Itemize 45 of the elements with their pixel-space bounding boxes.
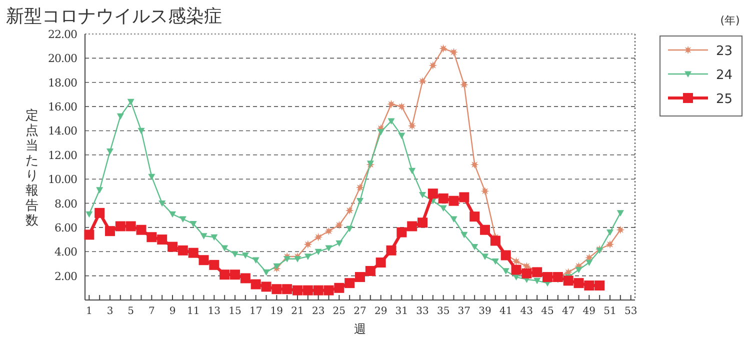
legend-label: 23	[716, 44, 733, 59]
x-tick-label: 49	[582, 306, 596, 317]
x-tick-label: 11	[186, 306, 200, 317]
legend-label: 24	[716, 68, 733, 83]
x-tick-label: 41	[499, 306, 512, 317]
x-tick-label: 43	[520, 306, 534, 317]
x-tick-label: 19	[270, 306, 284, 317]
x-tick-label: 27	[354, 306, 366, 317]
y-tick-label: 6.00	[54, 221, 78, 234]
x-tick-label: 23	[312, 306, 325, 317]
y-tick-label: 8.00	[54, 197, 78, 210]
x-tick-label: 17	[249, 306, 262, 317]
y-tick-label: 10.00	[48, 173, 78, 186]
x-tick-label: 33	[416, 306, 429, 317]
x-tick-label: 7	[148, 306, 155, 317]
y-tick-label: 22.00	[48, 28, 78, 41]
x-axis-title: 週	[354, 322, 366, 336]
y-tick-label: 2.00	[54, 270, 78, 283]
x-tick-label: 5	[128, 306, 134, 317]
x-tick-label: 35	[436, 306, 450, 317]
x-tick-label: 31	[395, 306, 408, 317]
y-tick-label: 18.00	[48, 76, 78, 90]
y-tick-label: 4.00	[54, 246, 78, 259]
x-tick-label: 9	[169, 306, 176, 317]
x-tick-label: 51	[604, 306, 616, 317]
x-tick-label: 21	[291, 306, 304, 317]
x-tick-label: 37	[458, 306, 471, 317]
x-tick-label: 13	[208, 306, 221, 317]
legend-title: (年)	[720, 14, 740, 27]
x-tick-label: 39	[478, 306, 492, 317]
x-tick-label: 15	[228, 306, 242, 317]
legend-label: 25	[716, 92, 733, 107]
x-tick-label: 25	[332, 306, 346, 317]
y-tick-label: 16.00	[48, 100, 78, 114]
x-tick-label: 29	[374, 306, 388, 317]
y-tick-label: 20.00	[48, 52, 78, 66]
chart-title: 新型コロナウイルス感染症	[6, 6, 222, 27]
x-tick-label: 45	[541, 306, 554, 317]
x-tick-label: 53	[624, 306, 638, 317]
y-tick-label: 14.00	[48, 124, 78, 138]
y-tick-label: 12.00	[48, 148, 78, 162]
y-axis-title: 定点当たり報告数	[26, 108, 38, 228]
x-tick-label: 3	[106, 306, 114, 317]
x-tick-label: 1	[86, 306, 92, 317]
x-tick-label: 47	[562, 306, 575, 317]
